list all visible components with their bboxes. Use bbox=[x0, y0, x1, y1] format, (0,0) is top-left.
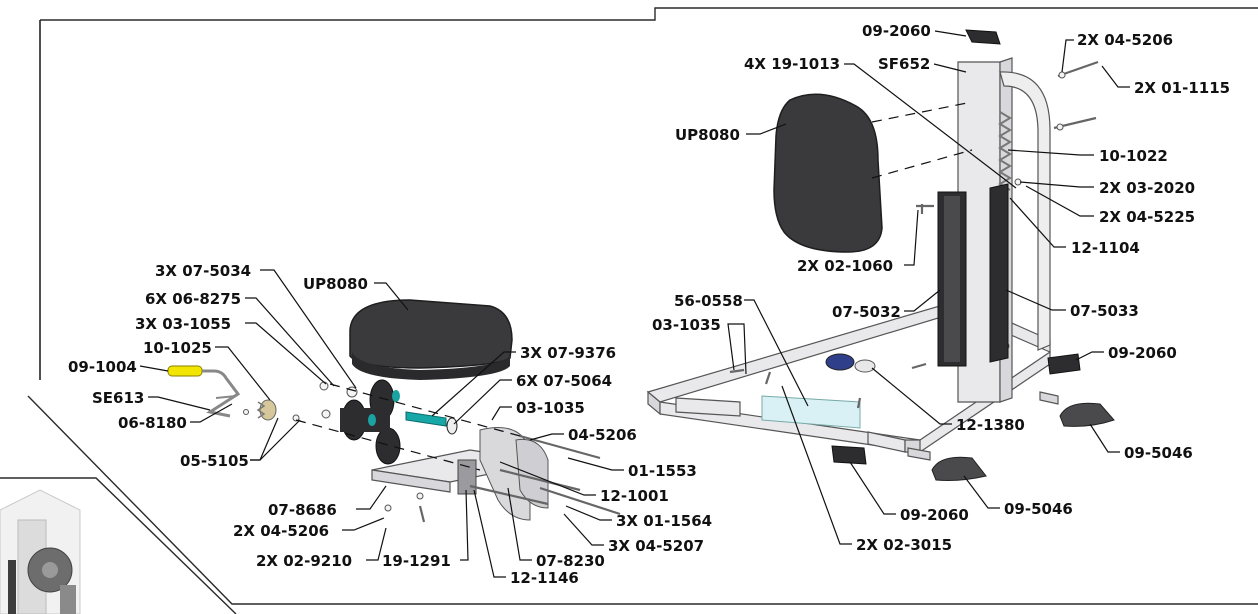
callout-01-1553: 01-1553 bbox=[628, 462, 697, 480]
leader-lines bbox=[139, 30, 1130, 578]
callout-04-5207: 3X 04-5207 bbox=[608, 537, 704, 555]
seat-pad-up8080 bbox=[349, 299, 513, 380]
callout-03-1035-seat: 03-1035 bbox=[516, 399, 585, 417]
callout-03-2020: 2X 03-2020 bbox=[1099, 179, 1195, 197]
adjustment-rail-07-5032 bbox=[937, 191, 967, 367]
assembly-guide-lines bbox=[295, 101, 973, 471]
callout-04-5225: 2X 04-5225 bbox=[1099, 208, 1195, 226]
callout-06-8180: 06-8180 bbox=[118, 414, 187, 432]
callout-02-3015: 2X 02-3015 bbox=[856, 536, 952, 554]
callout-09-1004: 09-1004 bbox=[68, 358, 137, 376]
callout-02-9210: 2X 02-9210 bbox=[256, 552, 352, 570]
machine-thumbnail bbox=[0, 489, 81, 614]
callout-05-5105: 05-5105 bbox=[180, 452, 249, 470]
callout-06-8275: 6X 06-8275 bbox=[145, 290, 241, 308]
adjustment-rail-07-5033 bbox=[989, 183, 1009, 363]
callout-12-1104: 12-1104 bbox=[1071, 239, 1140, 257]
callout-04-5206-top: 2X 04-5206 bbox=[1077, 31, 1173, 49]
seat-carriage-assembly bbox=[371, 427, 621, 523]
callout-19-1013: 4X 19-1013 bbox=[744, 55, 840, 73]
callout-09-2060-top: 09-2060 bbox=[862, 22, 931, 40]
callout-04-5206-bottom: 2X 04-5206 bbox=[233, 522, 329, 540]
end-caps bbox=[831, 29, 1115, 481]
callout-01-1564: 3X 01-1564 bbox=[616, 512, 712, 530]
back-pad-up8080 bbox=[773, 93, 883, 253]
callout-10-1022: 10-1022 bbox=[1099, 147, 1168, 165]
callout-56-0558: 56-0558 bbox=[674, 292, 743, 310]
callout-09-5046-right: 09-5046 bbox=[1124, 444, 1193, 462]
callout-se613: SE613 bbox=[92, 389, 144, 407]
callout-03-1055: 3X 03-1055 bbox=[135, 315, 231, 333]
callout-03-1035-frame: 03-1035 bbox=[652, 316, 721, 334]
callout-07-5064: 6X 07-5064 bbox=[516, 372, 612, 390]
callout-12-1001: 12-1001 bbox=[600, 487, 669, 505]
callout-07-9376: 3X 07-9376 bbox=[520, 344, 616, 362]
callout-09-2060-bottom: 09-2060 bbox=[900, 506, 969, 524]
drawing-border bbox=[0, 7, 1258, 614]
callout-07-5034: 3X 07-5034 bbox=[155, 262, 251, 280]
callout-12-1146: 12-1146 bbox=[510, 569, 579, 587]
callout-04-5206-seat: 04-5206 bbox=[568, 426, 637, 444]
callout-up8080-back: UP8080 bbox=[675, 126, 740, 144]
callout-09-5046-bottom: 09-5046 bbox=[1004, 500, 1073, 518]
callout-19-1291: 19-1291 bbox=[382, 552, 451, 570]
callout-12-1380: 12-1380 bbox=[956, 416, 1025, 434]
callout-07-8686: 07-8686 bbox=[268, 501, 337, 519]
rollers bbox=[319, 379, 458, 465]
callout-01-1115: 2X 01-1115 bbox=[1134, 79, 1230, 97]
pop-pin-handle bbox=[167, 365, 300, 422]
callout-07-5032: 07-5032 bbox=[832, 303, 901, 321]
callout-labels: 09-2060 2X 04-5206 4X 19-1013 SF652 2X 0… bbox=[68, 22, 1230, 587]
callout-07-5033: 07-5033 bbox=[1070, 302, 1139, 320]
callout-10-1025: 10-1025 bbox=[143, 339, 212, 357]
callout-07-8230: 07-8230 bbox=[536, 552, 605, 570]
callout-02-1060: 2X 02-1060 bbox=[797, 257, 893, 275]
callout-up8080-seat: UP8080 bbox=[303, 275, 368, 293]
callout-sf652: SF652 bbox=[878, 55, 930, 73]
callout-09-2060-right: 09-2060 bbox=[1108, 344, 1177, 362]
